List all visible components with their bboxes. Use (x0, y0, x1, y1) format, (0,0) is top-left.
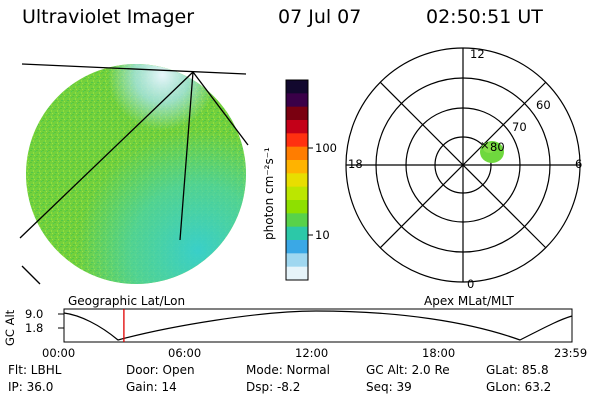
colorbar-segment (286, 213, 308, 228)
time-tick-4: 23:59 (554, 346, 588, 360)
app-title: Ultraviolet Imager (22, 6, 195, 28)
colorbar-label-10: 10 (315, 228, 330, 242)
time-tick-3: 18:00 (422, 346, 456, 360)
polar-grid (345, 47, 581, 283)
mlt-label-6: 6 (575, 157, 583, 171)
lat-label-80: 80 (490, 140, 505, 154)
colorbar-segment (286, 133, 308, 148)
info-door: Door: Open (126, 363, 195, 377)
timeline-right-title: Apex MLat/MLT (424, 294, 514, 308)
aurora-cross-mark: × (480, 138, 490, 152)
info-glat: GLat: 85.8 (486, 363, 549, 377)
info-gain: Gain: 14 (126, 380, 177, 394)
colorbar-segment (286, 106, 308, 121)
time-tick-0: 00:00 (42, 346, 76, 360)
info-filter: Flt: LBHL (8, 363, 62, 377)
colorbar-segment (286, 146, 308, 161)
colorbar-segment (286, 80, 308, 94)
info-seq: Seq: 39 (366, 380, 412, 394)
date-readout: 07 Jul 07 (278, 6, 362, 28)
colorbar-unit-label: photon cm⁻²s⁻¹ (262, 147, 276, 240)
image-overlay-lines (19, 63, 249, 285)
timeline-left-title: Geographic Lat/Lon (68, 294, 186, 308)
timeline-frame (63, 308, 573, 343)
colorbar-segment (286, 200, 308, 214)
info-gc-alt: GC Alt: 2.0 Re (366, 363, 450, 377)
colorbar-segment (286, 253, 308, 268)
colorbar-segment (286, 173, 308, 188)
time-tick-1: 06:00 (168, 346, 202, 360)
colorbar-segment (286, 120, 308, 134)
info-mode: Mode: Normal (246, 363, 330, 377)
timeline-y-label: GC Alt (3, 309, 17, 346)
time-tick-2: 12:00 (295, 346, 329, 360)
altitude-curve (63, 310, 573, 341)
mlt-label-18: 18 (348, 157, 363, 171)
mlt-label-0: 0 (467, 277, 475, 291)
colorbar (286, 80, 308, 281)
colorbar-segment (286, 240, 308, 254)
colorbar-frame (285, 79, 309, 281)
timeline-y-top: 9.0 (25, 307, 44, 321)
colorbar-segment (286, 266, 308, 281)
info-dsp: Dsp: -8.2 (246, 380, 301, 394)
uv-earth-image (26, 64, 246, 284)
time-readout: 02:50:51 UT (426, 6, 543, 28)
lat-label-70: 70 (512, 120, 527, 134)
colorbar-label-100: 100 (315, 141, 337, 155)
timeline-y-bottom: 1.8 (25, 321, 44, 335)
colorbar-segment (286, 226, 308, 241)
mlt-label-12: 12 (470, 47, 485, 61)
aurora-spot (480, 141, 504, 163)
colorbar-segment (286, 160, 308, 174)
colorbar-segment (286, 93, 308, 108)
info-glon: GLon: 63.2 (486, 380, 552, 394)
info-ip: IP: 36.0 (8, 380, 54, 394)
colorbar-segment (286, 186, 308, 201)
lat-label-60: 60 (536, 98, 551, 112)
